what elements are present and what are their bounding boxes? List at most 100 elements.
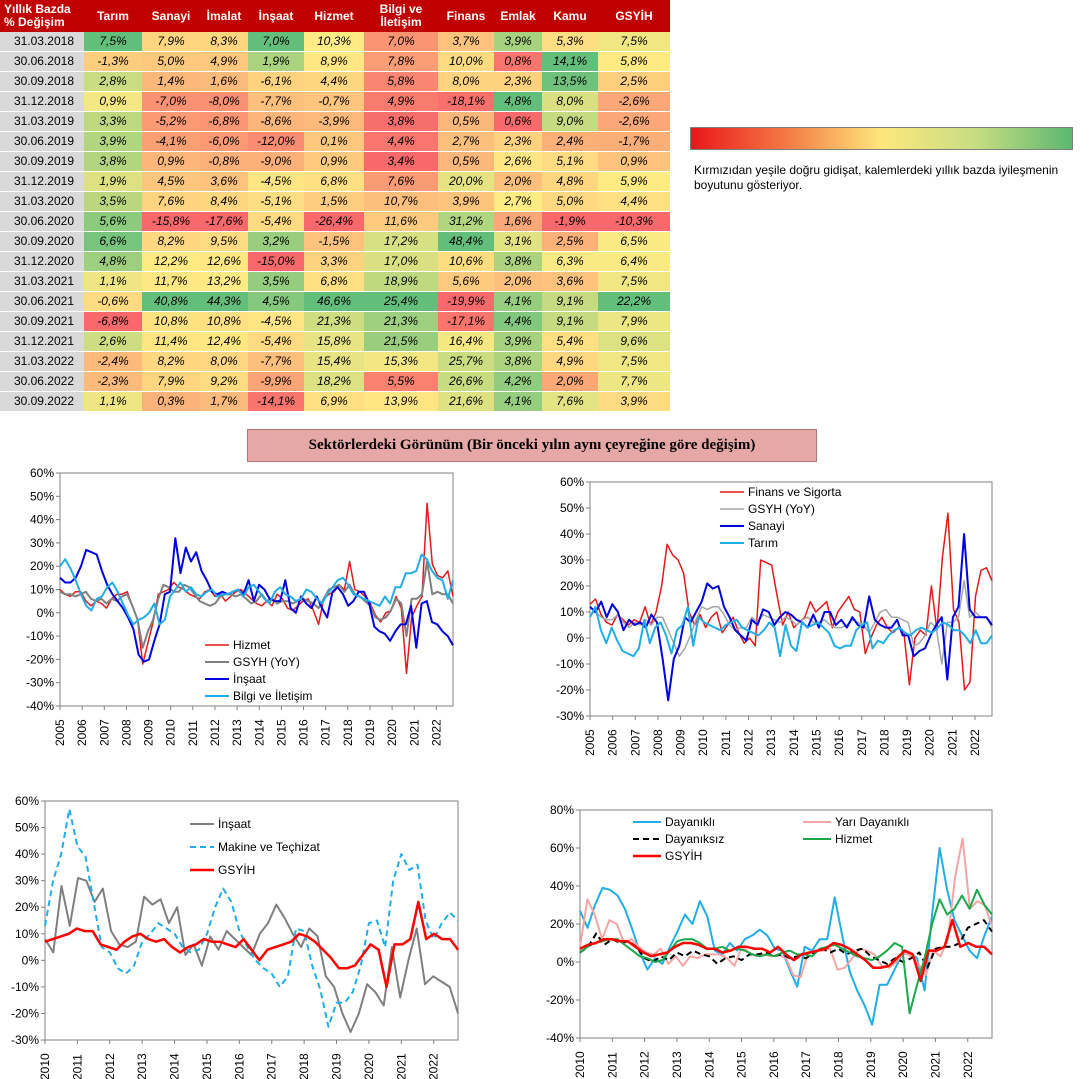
legend-label: Hizmet: [835, 832, 873, 846]
header-5: Hizmet: [304, 0, 364, 32]
y-tick-label: -10%: [26, 629, 54, 643]
table-cell: 3,9%: [494, 32, 542, 52]
table-cell: 3,8%: [84, 151, 142, 172]
legend-label: Finans ve Sigorta: [748, 485, 842, 499]
x-tick-label: 2010: [38, 1053, 52, 1079]
x-tick-label: 2011: [719, 730, 733, 756]
table-cell: -9,0%: [248, 151, 304, 172]
y-tick-label: 40%: [30, 513, 54, 527]
header-period: Yıllık Bazda % Değişim: [0, 0, 84, 32]
x-tick-label: 2018: [297, 1053, 311, 1079]
y-tick-label: 50%: [15, 821, 39, 835]
y-tick-label: -20%: [546, 993, 574, 1007]
legend-label: Tarım: [748, 536, 778, 550]
table-cell: 5,9%: [598, 171, 670, 192]
table-cell: 15,3%: [364, 351, 438, 372]
table-cell: 25,4%: [364, 291, 438, 312]
table-cell: 2,6%: [84, 331, 142, 352]
row-date: 30.06.2019: [0, 131, 84, 152]
table-cell: 3,9%: [598, 391, 670, 412]
table-cell: 7,9%: [142, 32, 200, 52]
table-cell: 3,8%: [364, 111, 438, 132]
table-cell: -19,9%: [438, 291, 494, 312]
legend-label: İnşaat: [233, 672, 266, 686]
row-date: 31.12.2018: [0, 91, 84, 112]
y-tick-label: 60%: [550, 841, 574, 855]
x-tick-label: 2019: [363, 719, 377, 746]
table-row: 31.12.2021 2,6% 11,4% 12,4% -5,4% 15,8% 21,5% 1…: [0, 331, 670, 352]
y-tick-label: 50%: [560, 501, 584, 515]
table-cell: -5,4%: [248, 211, 304, 232]
table-cell: 2,6%: [494, 151, 542, 172]
row-date: 30.06.2020: [0, 211, 84, 232]
legend-label: Sanayi: [748, 519, 785, 533]
legend-label: Makine ve Teçhizat: [218, 840, 320, 854]
table-cell: 2,7%: [494, 191, 542, 212]
x-tick-label: 2015: [200, 1053, 214, 1079]
table-cell: 3,7%: [438, 32, 494, 52]
table-cell: 13,2%: [200, 271, 248, 292]
series-line-3: [589, 605, 993, 658]
x-tick-label: 2009: [142, 719, 156, 746]
x-tick-label: 2017: [265, 1053, 279, 1079]
table-cell: 3,3%: [304, 251, 364, 272]
chart-finans-gsyh-sanayi-tarim: 60% 50% 40% 30% 20% 10% 0% -10% -20% -30% 2005 2006…: [556, 475, 993, 756]
table-cell: 11,7%: [142, 271, 200, 292]
table-cell: 7,6%: [542, 391, 598, 412]
x-tick-label: 2013: [670, 1051, 684, 1078]
table-cell: 7,9%: [142, 371, 200, 392]
table-cell: 3,9%: [438, 191, 494, 212]
table-cell: 2,5%: [598, 71, 670, 92]
table-cell: 3,2%: [248, 231, 304, 252]
x-tick-label: 2022: [427, 1053, 441, 1079]
table-cell: 9,0%: [542, 111, 598, 132]
table-cell: 3,8%: [494, 351, 542, 372]
x-tick-label: 2012: [208, 719, 222, 746]
chart-insaat-makine-gsyih: 60% 50% 40% 30% 20% 10% 0% -10% -20% -30% 2010 2011…: [11, 794, 460, 1079]
table-cell: -6,0%: [200, 131, 248, 152]
table-cell: 1,6%: [494, 211, 542, 232]
table-row: 30.09.2022 1,1% 0,3% 1,7% -14,1% 6,9% 13,9% 21,…: [0, 391, 670, 412]
color-scale-bar: [690, 127, 1073, 150]
legend-label: GSYH (YoY): [748, 502, 815, 516]
table-cell: 25,7%: [438, 351, 494, 372]
table-row: 31.03.2019 3,3% -5,2% -6,8% -8,6% -3,9% 3,8% 0,…: [0, 111, 670, 132]
table-cell: 7,5%: [598, 32, 670, 52]
x-tick-label: 2013: [135, 1053, 149, 1079]
x-tick-label: 2020: [923, 729, 937, 756]
table-cell: 4,2%: [494, 371, 542, 392]
x-tick-label: 2015: [274, 719, 288, 746]
x-tick-label: 2022: [961, 1051, 975, 1078]
table-cell: -8,0%: [200, 91, 248, 112]
table-cell: 0,9%: [598, 151, 670, 172]
table-cell: 6,6%: [84, 231, 142, 252]
y-tick-label: -20%: [11, 1006, 39, 1020]
table-cell: 3,3%: [84, 111, 142, 132]
x-tick-label: 2012: [742, 729, 756, 756]
row-date: 30.09.2018: [0, 71, 84, 92]
table-cell: 2,0%: [494, 171, 542, 192]
chart-hizmet-gsyh-insaat-bilgi: 60% 50% 40% 30% 20% 10% 0% -10% -20% -30% -40% 2005…: [26, 466, 454, 746]
x-tick-label: 2008: [119, 719, 133, 746]
table-cell: -0,7%: [304, 91, 364, 112]
header-2: Sanayi: [142, 0, 200, 32]
table-cell: 17,2%: [364, 231, 438, 252]
table-cell: 3,8%: [494, 251, 542, 272]
x-tick-label: 2016: [832, 729, 846, 756]
table-cell: 9,5%: [200, 231, 248, 252]
table-cell: -18,1%: [438, 91, 494, 112]
y-tick-label: -40%: [26, 699, 54, 713]
y-tick-label: 20%: [30, 559, 54, 573]
table-cell: -15,8%: [142, 211, 200, 232]
x-tick-label: 2012: [103, 1053, 117, 1079]
table-cell: -5,2%: [142, 111, 200, 132]
y-tick-label: 60%: [30, 466, 54, 480]
table-cell: 3,6%: [200, 171, 248, 192]
series-line-1: [59, 560, 454, 649]
table-cell: 0,8%: [494, 51, 542, 72]
y-tick-label: 30%: [30, 536, 54, 550]
x-tick-label: 2010: [696, 729, 710, 756]
table-cell: 8,0%: [200, 351, 248, 372]
x-tick-label: 2018: [832, 1051, 846, 1078]
series-line-0: [589, 512, 993, 691]
